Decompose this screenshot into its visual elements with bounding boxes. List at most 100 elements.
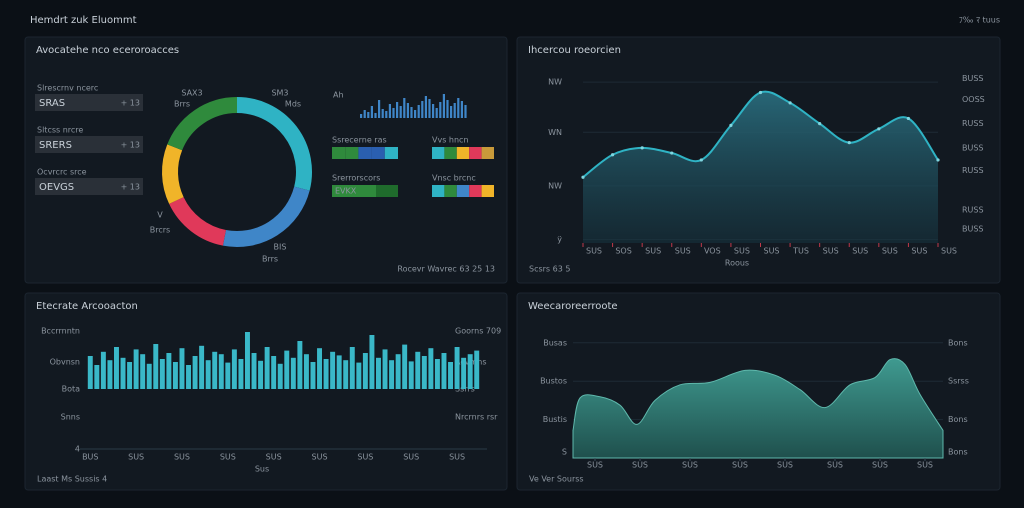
- x-tick-label: SUS: [852, 247, 868, 256]
- tag-chip: [332, 185, 354, 197]
- bar: [362, 353, 368, 389]
- point: [936, 158, 940, 162]
- tag-chip: [469, 185, 482, 197]
- tag-chip: [432, 147, 445, 159]
- y-tick-label: Bccrrnntn: [41, 326, 80, 335]
- tag-chip: [456, 147, 470, 159]
- x-tick-label: SUS: [312, 453, 328, 462]
- y-tick-label: Obvnsn: [50, 358, 80, 367]
- donut-annotation: Brrs: [262, 255, 278, 264]
- bar: [264, 347, 270, 389]
- bar: [454, 347, 460, 389]
- y-tick-label: ÿ: [557, 235, 562, 244]
- bar: [434, 359, 440, 389]
- x-tick-label: TUS: [792, 247, 809, 256]
- x-tick-label: SUS: [266, 453, 282, 462]
- x-tick-label: SUS: [675, 247, 691, 256]
- stat-change: + 13: [121, 183, 140, 192]
- bar: [218, 354, 224, 389]
- y-tick-label: Bons: [948, 338, 968, 347]
- stat-label: Slrescrnv ncerc: [37, 84, 98, 93]
- spark-bar: [450, 106, 453, 118]
- bar: [290, 357, 296, 389]
- x-tick-label: SUS: [732, 461, 748, 470]
- x-tick-label: SUS: [917, 461, 933, 470]
- panel-footer: Ve Ver Sourss: [529, 475, 584, 484]
- bar: [395, 354, 401, 389]
- bar: [389, 360, 395, 389]
- spark-bar: [414, 110, 417, 118]
- point: [847, 141, 851, 145]
- tag-chip: [444, 185, 457, 197]
- bar: [428, 348, 434, 389]
- tag-chip: [432, 185, 445, 197]
- bar: [120, 357, 126, 389]
- point: [640, 146, 644, 150]
- tag-chip: [332, 147, 346, 159]
- stat-label: Ocvrcrc srce: [37, 168, 87, 177]
- panel-footer: Scsrs 63 5: [529, 265, 570, 274]
- spark-bar: [367, 112, 370, 118]
- point: [729, 123, 733, 127]
- donut-annotation: Brrs: [174, 100, 190, 109]
- donut-label: V: [157, 211, 163, 220]
- x-tick-label: SUS: [911, 247, 927, 256]
- donut-segment: [169, 196, 227, 246]
- y-tick-label: Bons: [948, 448, 968, 457]
- y-tick-label: 4: [75, 445, 80, 454]
- panel-title: Ihcercou roeorcien: [528, 45, 621, 56]
- bar: [310, 362, 316, 389]
- header-icons: ﾌ‰ ﾏ tuus: [959, 16, 1000, 25]
- spark-bar: [363, 110, 366, 118]
- bar: [114, 347, 119, 389]
- x-tick-label: SUS: [449, 453, 465, 462]
- tag-chip: [481, 185, 494, 197]
- bar: [323, 359, 329, 389]
- stat-label: Sltcss nrcre: [37, 126, 83, 135]
- x-tick-label: SUS: [357, 453, 373, 462]
- area-fill: [583, 91, 938, 243]
- stat-value: SRERS: [39, 140, 72, 151]
- y-tick-label: NW: [548, 78, 562, 87]
- spark-bar: [460, 101, 463, 118]
- spark-bar: [439, 102, 442, 118]
- bar: [467, 354, 473, 389]
- y-tick-label: Nrcrnrs rsr: [455, 413, 498, 422]
- point: [788, 101, 792, 105]
- bar: [146, 363, 152, 389]
- x-tick-label: SUS: [823, 247, 839, 256]
- bar: [205, 360, 211, 389]
- y-tick-label: NW: [548, 181, 562, 190]
- tag-chip: [469, 147, 482, 159]
- spark-bar: [378, 100, 381, 118]
- x-tick-label: BUS: [82, 453, 98, 462]
- bar: [284, 350, 290, 389]
- bar: [408, 361, 414, 389]
- y-tick-label: RUSS: [962, 166, 984, 175]
- spark-bar: [446, 100, 449, 118]
- donut-label: Brcrs: [150, 226, 170, 235]
- tag-label: Srerrorscors: [332, 174, 380, 183]
- bar: [336, 355, 342, 389]
- x-tick-label: SUS: [174, 453, 190, 462]
- bar: [140, 354, 146, 389]
- y-tick-label: Busas: [543, 338, 567, 347]
- donut-label: SM3: [271, 89, 288, 98]
- bar: [317, 348, 322, 389]
- y-tick-label: RUSS: [962, 206, 984, 215]
- x-tick-label: SUS: [827, 461, 843, 470]
- bar: [87, 356, 93, 389]
- bar: [245, 332, 250, 389]
- spark-bar: [403, 98, 406, 118]
- bar: [212, 351, 218, 389]
- spark-bar: [392, 108, 395, 118]
- bar: [94, 365, 100, 389]
- stat-change: + 13: [121, 99, 140, 108]
- point: [758, 90, 763, 95]
- stat-box: [35, 136, 143, 153]
- tag-label: Vnsc brcnc: [432, 174, 476, 183]
- x-tick-label: SUS: [632, 461, 648, 470]
- y-tick-label: Bustis: [543, 415, 567, 424]
- bar: [127, 362, 133, 389]
